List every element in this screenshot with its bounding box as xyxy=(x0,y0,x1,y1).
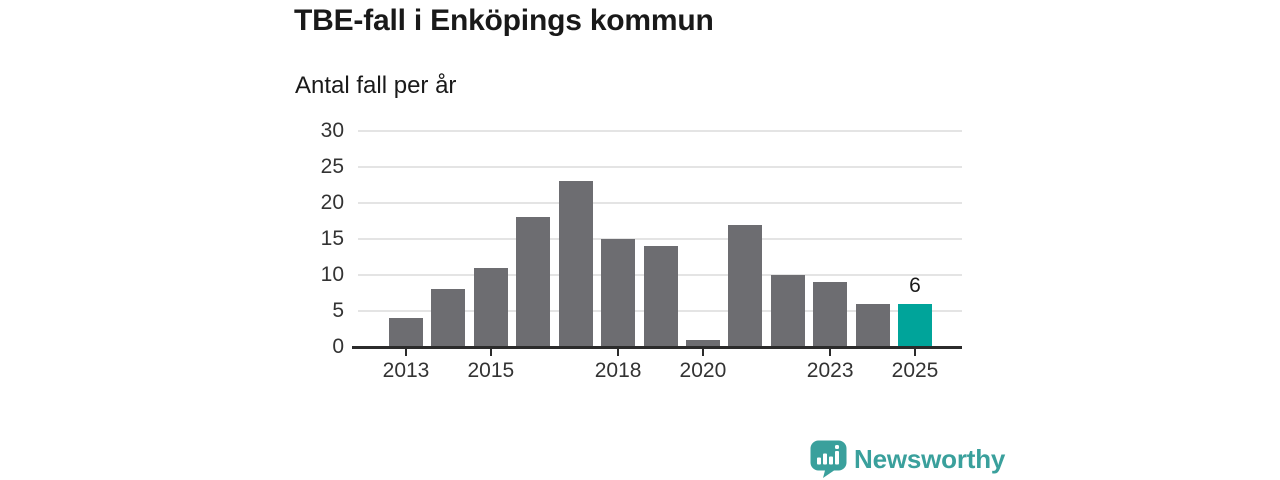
newsworthy-logo: Newsworthy xyxy=(810,440,1005,478)
x-axis-tick xyxy=(617,349,620,356)
bar-2016 xyxy=(516,217,551,347)
bar-2025 xyxy=(898,303,932,347)
y-axis-tick-label: 5 xyxy=(332,299,344,322)
logo-bar-1 xyxy=(817,457,821,465)
bar-chart-speech-bubble-icon xyxy=(810,440,847,478)
y-axis-tick-label: 30 xyxy=(320,119,344,142)
bar-2017 xyxy=(558,181,593,347)
bar-2013 xyxy=(389,318,423,347)
y-axis-tick-label: 0 xyxy=(332,335,344,358)
gridline-y-30 xyxy=(358,130,962,132)
y-axis-tick-label: 15 xyxy=(320,227,344,250)
logo-exclamation-dot xyxy=(835,445,839,449)
bar-value-label: 6 xyxy=(909,273,921,297)
x-axis-tick-label: 2015 xyxy=(467,359,515,382)
bar-2019 xyxy=(643,246,678,347)
x-axis-tick-label: 2020 xyxy=(679,359,727,382)
x-axis-tick xyxy=(489,349,492,356)
x-axis-tick-label: 2023 xyxy=(806,359,854,382)
bar-2024 xyxy=(855,303,890,347)
y-axis-tick-label: 20 xyxy=(320,191,344,214)
x-axis-tick-label: 2018 xyxy=(594,359,642,382)
chart-title: TBE-fall i Enköpings kommun xyxy=(294,4,714,37)
x-axis-tick xyxy=(914,349,916,356)
x-axis-tick xyxy=(701,349,704,356)
bar-chart-plot-area: 0 5 10 15 20 25 30 6 2013 2015 2018 2020 2023 2025 xyxy=(320,119,962,382)
bar-2021 xyxy=(728,224,763,347)
newsworthy-logo-text: Newsworthy xyxy=(854,443,1006,474)
logo-exclamation-bar xyxy=(835,451,839,465)
x-axis-tick-label: 2025 xyxy=(891,359,939,382)
y-axis-tick-label: 25 xyxy=(320,155,344,178)
bar-2015 xyxy=(473,267,508,347)
bar-2022 xyxy=(770,275,805,347)
x-axis-tick xyxy=(405,349,407,356)
bar-2014 xyxy=(431,289,466,347)
x-axis-tick xyxy=(829,349,832,356)
bar-2018 xyxy=(601,239,636,347)
x-axis-tick-label: 2013 xyxy=(382,359,430,382)
logo-bar-2 xyxy=(823,453,827,465)
bar-2023 xyxy=(813,282,848,347)
logo-bar-3 xyxy=(829,456,833,465)
gridline-y-15 xyxy=(358,238,962,240)
gridline-y-20 xyxy=(358,202,962,204)
y-axis-tick-label: 10 xyxy=(320,263,344,286)
x-axis-line xyxy=(352,346,962,349)
chart-subtitle: Antal fall per år xyxy=(295,72,457,99)
bar-2020 xyxy=(685,339,720,347)
gridline-y-25 xyxy=(358,166,962,168)
